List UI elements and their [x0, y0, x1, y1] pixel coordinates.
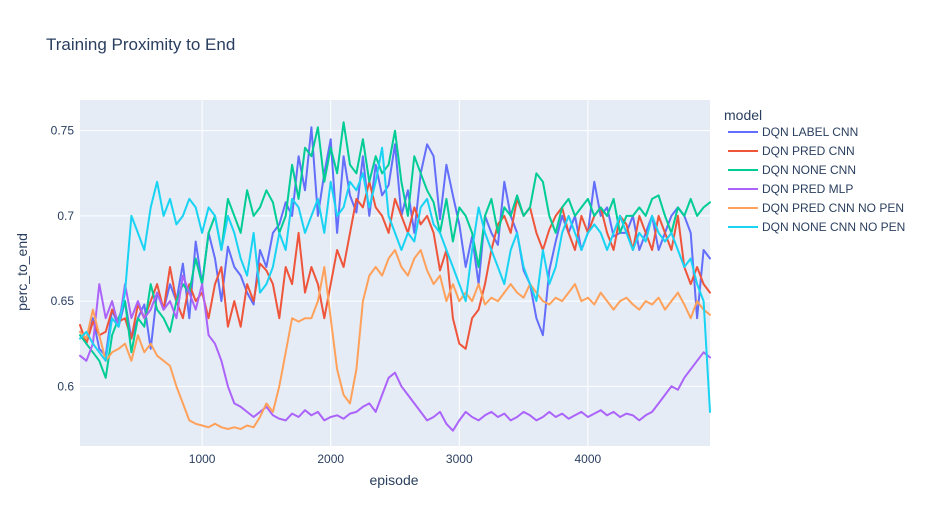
series-line-5[interactable] — [79, 146, 711, 413]
legend[interactable]: model DQN LABEL CNN DQN PRED CNN DQN NONE … — [724, 107, 905, 234]
series-line-2[interactable] — [79, 121, 711, 379]
x-axis-title: episode — [369, 472, 418, 488]
y-tick-label: 0.7 — [57, 209, 74, 223]
legend-label: DQN NONE CNN — [762, 163, 856, 177]
legend-item[interactable]: DQN NONE CNN NO PEN — [728, 220, 905, 234]
chart-title: Training Proximity to End — [46, 35, 235, 54]
legend-label: DQN NONE CNN NO PEN — [762, 220, 905, 234]
legend-label: DQN PRED CNN NO PEN — [762, 201, 904, 215]
series-line-4[interactable] — [79, 249, 711, 430]
x-tick-label: 3000 — [446, 452, 473, 466]
legend-item[interactable]: DQN NONE CNN — [728, 163, 856, 177]
x-axis-ticks: 1000 2000 3000 4000 — [189, 452, 602, 466]
y-axis-title: perc_to_end — [14, 233, 30, 311]
legend-label: DQN PRED CNN — [762, 144, 855, 158]
legend-item[interactable]: DQN PRED CNN — [728, 144, 855, 158]
y-tick-label: 0.75 — [51, 124, 75, 138]
legend-label: DQN LABEL CNN — [762, 125, 858, 139]
x-tick-label: 4000 — [575, 452, 602, 466]
series-line-1[interactable] — [79, 180, 711, 350]
x-tick-label: 2000 — [317, 452, 344, 466]
x-tick-label: 1000 — [189, 452, 216, 466]
legend-item[interactable]: DQN LABEL CNN — [728, 125, 858, 139]
y-tick-label: 0.65 — [51, 294, 75, 308]
legend-item[interactable]: DQN PRED CNN NO PEN — [728, 201, 904, 215]
legend-item[interactable]: DQN PRED MLP — [728, 182, 853, 196]
gridlines — [80, 100, 710, 446]
series-layer — [79, 121, 711, 432]
y-tick-label: 0.6 — [57, 379, 74, 393]
legend-title: model — [724, 107, 762, 123]
series-line-3[interactable] — [79, 274, 711, 432]
y-axis-ticks: 0.6 0.65 0.7 0.75 — [51, 124, 75, 394]
legend-label: DQN PRED MLP — [762, 182, 853, 196]
